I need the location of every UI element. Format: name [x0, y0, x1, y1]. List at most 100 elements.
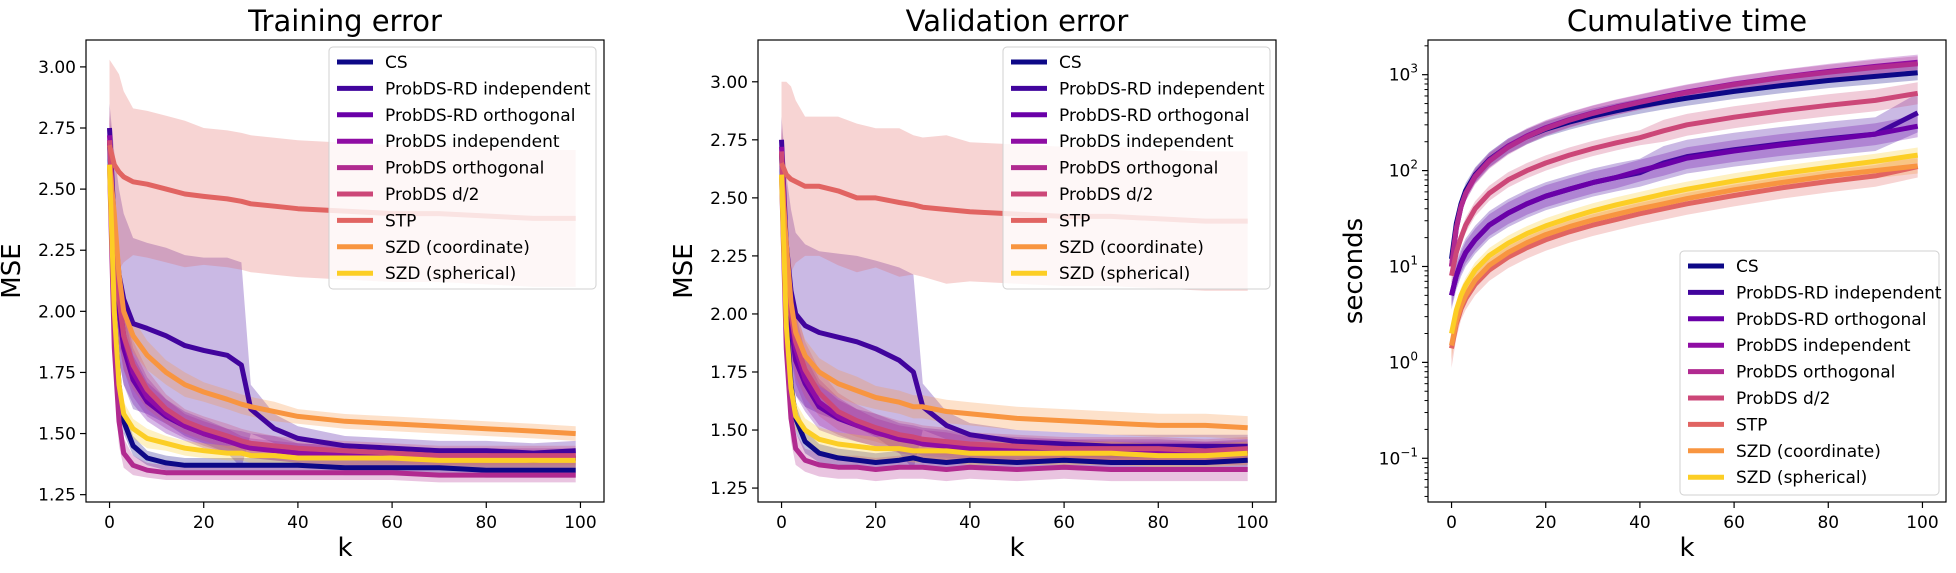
y-tick-exponent: 0: [1410, 349, 1418, 363]
legend-entry-label: CS: [385, 53, 408, 73]
y-tick-label: 1.75: [38, 363, 76, 383]
x-tick-label: 100: [1906, 513, 1938, 533]
series-band-3: [781, 128, 1248, 465]
x-tick-label: 60: [1723, 513, 1745, 533]
legend: CS ProbDS-RD independent ProbDS-RD orthogo…: [1679, 250, 1942, 496]
legend-frame: [1002, 46, 1271, 290]
y-tick-label: 2.25: [38, 241, 76, 261]
y-tick-label: 2.50: [38, 180, 76, 200]
legend-entry-label: ProbDS-RD orthogonal: [1059, 106, 1249, 126]
y-tick-label: 1.50: [710, 421, 748, 441]
legend-entry-label: ProbDS-RD orthogonal: [1736, 310, 1926, 330]
x-tick-label: 20: [865, 513, 887, 533]
y-tick-exponent: 1: [1410, 253, 1418, 267]
x-tick-label: 80: [1817, 513, 1839, 533]
legend-entry-label: ProbDS d/2: [385, 185, 479, 205]
series-line-6: [779, 151, 1248, 454]
series-band-2: [109, 103, 576, 468]
y-tick-label: 101: [1389, 253, 1418, 277]
y-tick-base: 10: [1389, 162, 1411, 182]
x-tick-label: 100: [564, 513, 596, 533]
series-line-3: [1449, 123, 1919, 296]
series-band-9: [781, 156, 1248, 468]
legend-frame: [328, 46, 597, 290]
series-band-1: [1451, 65, 1918, 267]
series-band-9: [109, 145, 576, 468]
series-line-5: [107, 164, 576, 478]
series-line-2: [107, 127, 576, 456]
series-line-9: [779, 174, 1248, 459]
legend-entry-label: ProbDS-RD independent: [385, 79, 591, 99]
y-tick-label: 100: [1389, 349, 1418, 373]
y-tick-label: 1.50: [38, 425, 76, 445]
legend: CS ProbDS-RD independent ProbDS-RD orthogo…: [328, 46, 597, 290]
y-tick-label: 2.00: [38, 302, 76, 322]
x-tick-label: 40: [959, 513, 981, 533]
legend-entry-label: SZD (coordinate): [1059, 238, 1204, 258]
x-tick-label: 80: [475, 513, 497, 533]
y-axis-label: seconds: [1339, 218, 1369, 324]
y-tick-label: 1.75: [710, 363, 748, 383]
x-axis-label: k: [1009, 533, 1024, 563]
series-line-2: [779, 139, 1248, 449]
legend-entry-label: SZD (spherical): [1736, 468, 1867, 488]
x-tick-label: 20: [1535, 513, 1557, 533]
legend-entry-label: STP: [385, 211, 416, 231]
series-band-2: [1451, 93, 1918, 310]
chart-panel-1: 0 20 40 60 80 100 1.25 1.50 1.75 2.00 2.25 2.50 2.75…: [0, 4, 605, 563]
x-tick-label: 20: [193, 513, 215, 533]
legend: CS ProbDS-RD independent ProbDS-RD orthogo…: [1002, 46, 1271, 290]
y-tick-label: 2.50: [710, 189, 748, 209]
chart-title: Cumulative time: [1567, 4, 1807, 38]
legend-entry-label: ProbDS d/2: [1736, 389, 1830, 409]
y-tick-base: 10: [1389, 353, 1411, 373]
legend-entry-label: CS: [1059, 53, 1082, 73]
legend-entry-label: SZD (coordinate): [385, 238, 530, 258]
legend-entry-label: ProbDS-RD independent: [1059, 79, 1265, 99]
axes-frame: [85, 39, 605, 503]
y-tick-label: 2.00: [710, 305, 748, 325]
axes-frame: [757, 39, 1277, 503]
legend-entry-label: ProbDS orthogonal: [1059, 159, 1218, 179]
legend-entry-label: CS: [1736, 257, 1759, 277]
x-tick-label: 60: [381, 513, 403, 533]
y-tick-label: 3.00: [710, 73, 748, 93]
legend-entry-label: STP: [1059, 211, 1090, 231]
y-tick-base: 10: [1379, 449, 1401, 469]
series-line-9: [107, 164, 576, 463]
y-tick-exponent: −1: [1400, 445, 1418, 459]
series-line-6: [1449, 90, 1919, 277]
legend-entry-label: ProbDS independent: [385, 132, 560, 152]
legend-entry-label: ProbDS-RD orthogonal: [385, 106, 575, 126]
series-line-8: [1449, 163, 1918, 346]
x-tick-label: 60: [1053, 513, 1075, 533]
series-line-1: [107, 140, 576, 473]
series-line-5: [779, 174, 1248, 472]
y-axis-label: MSE: [0, 243, 27, 298]
legend-entry-label: ProbDS-RD independent: [1736, 283, 1942, 303]
y-tick-label: 2.25: [710, 247, 748, 267]
y-axis-label: MSE: [669, 243, 699, 298]
chart-panel-2: 0 20 40 60 80 100 1.25 1.50 1.75 2.00 2.25 2.50 2.75…: [669, 4, 1277, 563]
legend-entry-label: ProbDS orthogonal: [1736, 363, 1895, 383]
x-tick-label: 0: [776, 513, 787, 533]
y-tick-exponent: 3: [1410, 62, 1418, 76]
x-tick-label: 100: [1236, 513, 1268, 533]
x-tick-label: 0: [1446, 513, 1457, 533]
series-band-9: [1451, 147, 1918, 345]
chart-title: Validation error: [906, 4, 1129, 38]
y-tick-label: 1.25: [38, 486, 76, 506]
legend-entry-label: ProbDS orthogonal: [385, 159, 544, 179]
legend-entry-label: STP: [1736, 415, 1767, 435]
series-line-9: [1449, 152, 1919, 335]
x-tick-label: 80: [1147, 513, 1169, 533]
legend-entry-label: ProbDS independent: [1736, 336, 1911, 356]
legend-entry-label: SZD (coordinate): [1736, 442, 1881, 462]
legend-entry-label: SZD (spherical): [385, 264, 516, 284]
y-tick-label: 103: [1389, 62, 1418, 86]
series-line-8: [107, 164, 576, 437]
y-tick-label: 2.75: [38, 119, 76, 139]
y-tick-exponent: 2: [1410, 158, 1418, 172]
